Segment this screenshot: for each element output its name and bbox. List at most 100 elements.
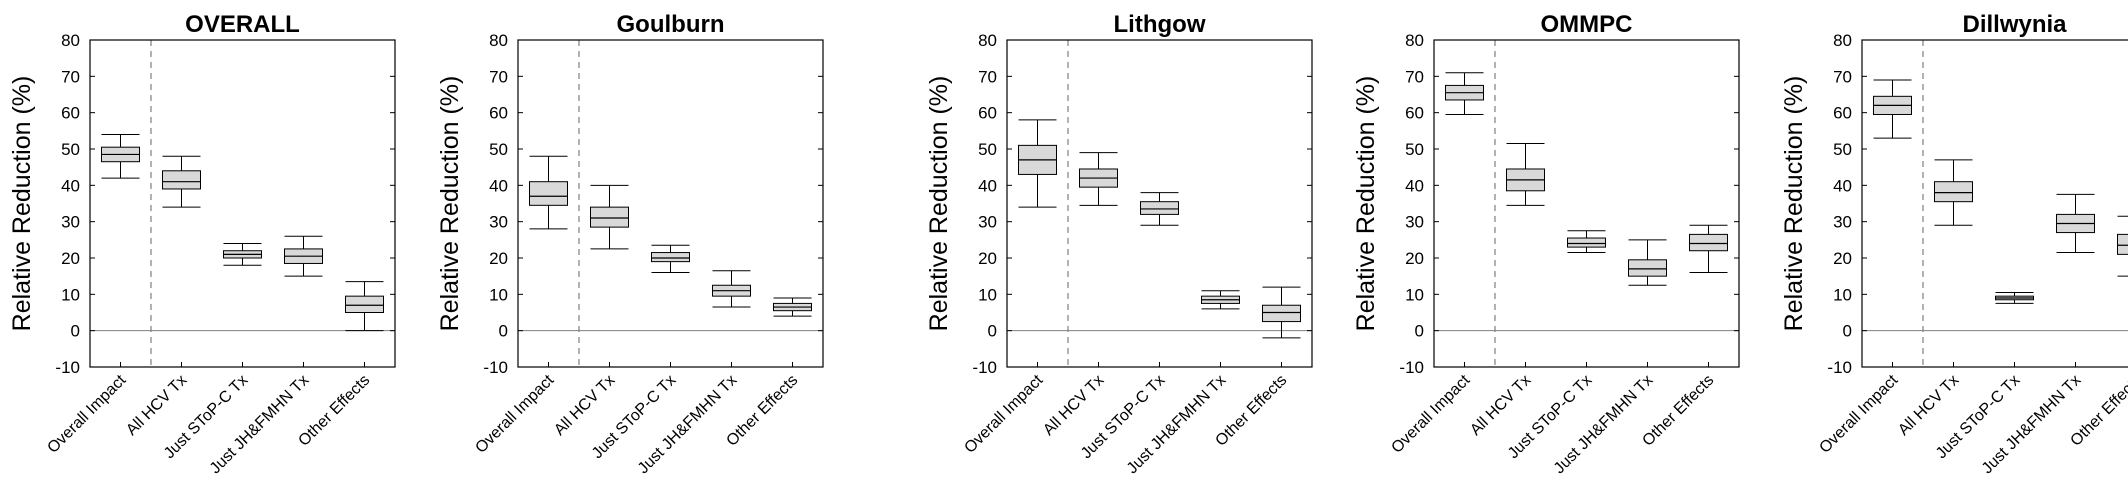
panel-title: Dillwynia [1962,11,2067,38]
y-tick-label: 80 [1405,31,1424,50]
y-axis-label: Relative Reduction (%) [925,76,953,332]
y-tick-label: 60 [1833,104,1852,123]
y-tick-label: 80 [489,31,508,50]
y-tick-label: 50 [61,140,80,159]
box-1 [1446,73,1484,115]
box-4 [1202,291,1240,309]
y-tick-label: 0 [71,322,80,341]
iqr-box [591,207,629,227]
iqr-box [1690,234,1728,250]
y-tick-label: 20 [978,249,997,268]
y-tick-label: 60 [1405,104,1424,123]
y-tick-label: 40 [1833,176,1852,195]
box-2 [163,156,201,207]
box-4 [285,236,323,276]
box-2 [1935,160,1973,225]
y-tick-label: 30 [1405,213,1424,232]
y-tick-label: 20 [1405,249,1424,268]
iqr-box [1141,202,1179,215]
iqr-box [163,171,201,189]
box-1 [530,156,568,229]
y-tick-label: 70 [978,67,997,86]
y-tick-label: 80 [1833,31,1852,50]
y-axis-label: Relative Reduction (%) [436,76,464,332]
iqr-box [1629,260,1667,276]
box-5 [1690,225,1728,272]
iqr-box [346,296,384,312]
y-tick-label: 30 [61,213,80,232]
x-tick-label: All HCV Tx [123,372,190,439]
axes-frame [1862,40,2128,367]
y-tick-label: 0 [1415,322,1424,341]
y-tick-label: 40 [1405,176,1424,195]
panel-title: Lithgow [1114,11,1206,38]
y-tick-label: 30 [978,213,997,232]
y-tick-label: 50 [978,140,997,159]
box-3 [1996,293,2034,304]
x-tick-label: All HCV Tx [1040,372,1107,439]
x-tick-label: Overall Impact [472,371,557,456]
axes-frame [90,40,395,367]
y-tick-label: 20 [1833,249,1852,268]
y-tick-label: 50 [1405,140,1424,159]
x-tick-label: All HCV Tx [551,372,618,439]
y-tick-label: 60 [61,104,80,123]
panel-title: Goulburn [617,11,725,38]
box-1 [102,134,140,178]
y-tick-label: 40 [489,176,508,195]
y-tick-label: 60 [978,104,997,123]
box-1 [1874,80,1912,138]
y-tick-label: 10 [1833,285,1852,304]
box-1 [1019,120,1057,207]
y-tick-label: 70 [61,67,80,86]
y-tick-label: -10 [55,358,80,377]
x-tick-label: Overall Impact [1388,371,1473,456]
panel-title: OMMPC [1541,11,1633,38]
x-tick-label: Overall Impact [1816,371,1901,456]
box-3 [1568,231,1606,253]
x-tick-label: All HCV Tx [1895,372,1962,439]
y-tick-label: -10 [1827,358,1852,377]
y-tick-label: 10 [978,285,997,304]
box-2 [591,185,629,249]
y-tick-label: -10 [483,358,508,377]
y-tick-label: 10 [61,285,80,304]
y-tick-label: 30 [1833,213,1852,232]
y-tick-label: 80 [61,31,80,50]
box-3 [652,245,690,272]
box-5 [2118,216,2128,276]
box-3 [1141,193,1179,226]
iqr-box [652,253,690,262]
y-tick-label: 30 [489,213,508,232]
y-tick-label: 0 [988,322,997,341]
box-5 [774,298,812,316]
box-2 [1507,144,1545,206]
iqr-box [1263,305,1301,321]
y-tick-label: 70 [1405,67,1424,86]
y-tick-label: 70 [489,67,508,86]
y-tick-label: -10 [972,358,997,377]
box-4 [1629,240,1667,285]
iqr-box [2118,234,2128,254]
y-tick-label: 40 [61,176,80,195]
y-tick-label: 80 [978,31,997,50]
y-tick-label: 10 [1405,285,1424,304]
box-3 [224,243,262,265]
y-axis-label: Relative Reduction (%) [8,76,36,332]
y-tick-label: 10 [489,285,508,304]
box-4 [2057,194,2095,252]
iqr-box [530,182,568,206]
y-tick-label: 70 [1833,67,1852,86]
y-tick-label: -10 [1399,358,1424,377]
iqr-box [1935,182,1973,202]
y-tick-label: 20 [61,249,80,268]
x-tick-label: All HCV Tx [1467,372,1534,439]
y-tick-label: 50 [489,140,508,159]
box-4 [713,271,751,307]
y-axis-label: Relative Reduction (%) [1780,76,1808,332]
